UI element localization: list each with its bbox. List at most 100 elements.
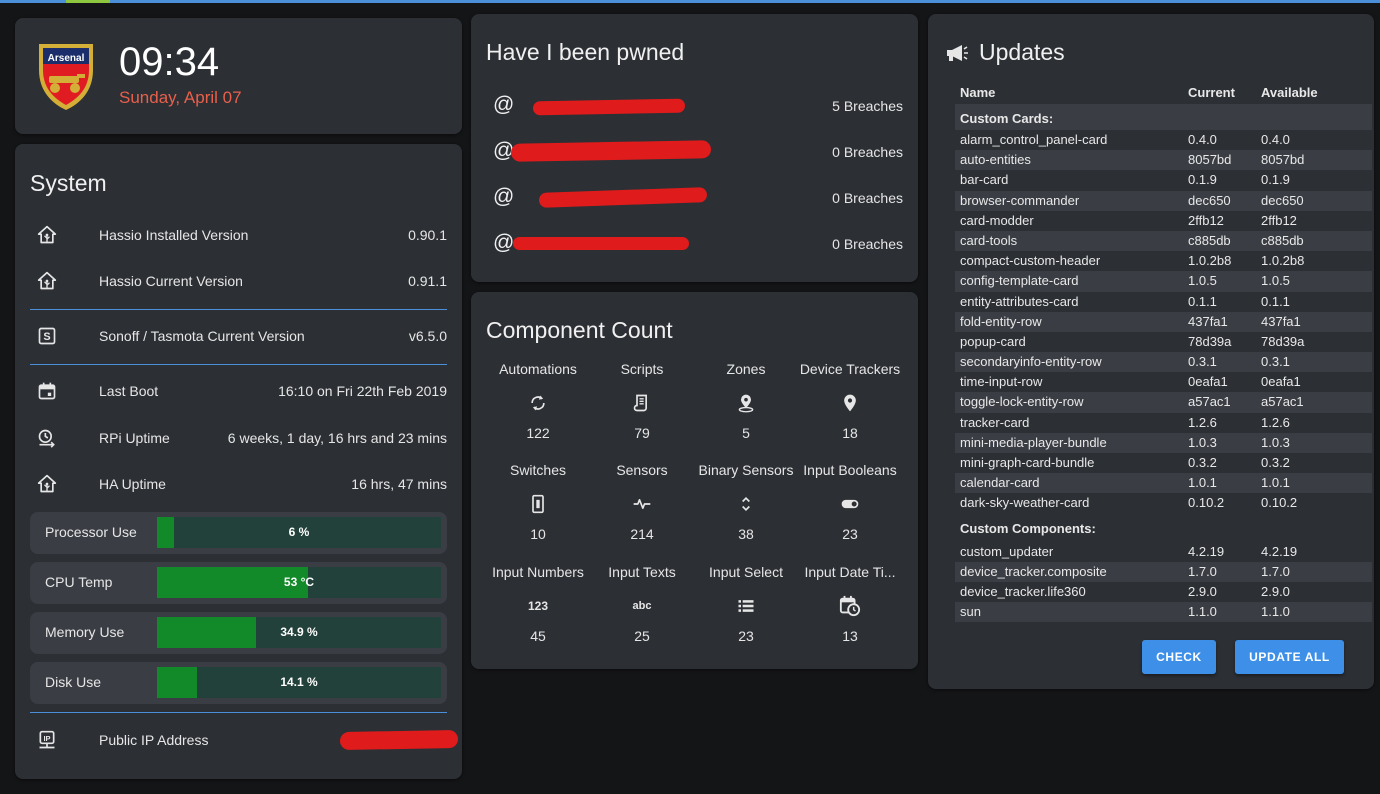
system-row-last-boot[interactable]: Last Boot 16:10 on Fri 22th Feb 2019 bbox=[30, 371, 447, 411]
bar-label: Disk Use bbox=[45, 674, 102, 690]
table-row: mini-graph-card-bundle 0.3.2 0.3.2 bbox=[955, 453, 1372, 473]
home-assistant-icon bbox=[30, 269, 68, 293]
bar-label: Processor Use bbox=[45, 524, 137, 540]
component-count: 23 bbox=[738, 628, 754, 644]
pulse-icon bbox=[590, 482, 694, 526]
component-name: Switches bbox=[509, 462, 567, 478]
cell-current: 0.3.1 bbox=[1188, 354, 1217, 370]
disk-use-bar[interactable]: Disk Use 14.1 % bbox=[30, 662, 447, 704]
pwned-breach-count: 0 Breaches bbox=[832, 190, 903, 206]
system-row-label: RPi Uptime bbox=[99, 430, 170, 446]
table-header: Name Current Available bbox=[955, 82, 1372, 104]
pwned-breach-count: 5 Breaches bbox=[832, 98, 903, 114]
header-available: Available bbox=[1261, 85, 1318, 100]
processor-use-bar[interactable]: Processor Use 6 % bbox=[30, 512, 447, 554]
memory-use-bar[interactable]: Memory Use 34.9 % bbox=[30, 612, 447, 654]
cell-name: sun bbox=[960, 604, 981, 620]
component-count: 5 bbox=[742, 425, 750, 441]
bar-value: 34.9 % bbox=[280, 625, 318, 639]
table-row: secondaryinfo-entity-row 0.3.1 0.3.1 bbox=[955, 352, 1372, 373]
top-accent-bar bbox=[0, 0, 1380, 3]
cell-current: a57ac1 bbox=[1188, 394, 1231, 410]
home-assistant-icon bbox=[30, 223, 68, 247]
table-row: fold-entity-row 437fa1 437fa1 bbox=[955, 311, 1372, 332]
cell-current: 0.10.2 bbox=[1188, 495, 1225, 511]
component-input-booleans[interactable]: Input Booleans 23 bbox=[798, 462, 902, 546]
system-row-value: 6 weeks, 1 day, 16 hrs and 23 mins bbox=[227, 430, 447, 446]
arsenal-crest-icon: Arsenal bbox=[35, 40, 97, 112]
updates-table: Name Current Available Custom Cards: ala… bbox=[955, 82, 1372, 623]
cell-name: entity-attributes-card bbox=[960, 293, 1079, 309]
check-button[interactable]: CHECK bbox=[1142, 640, 1216, 674]
component-input-numbers[interactable]: Input Numbers 123 45 bbox=[486, 564, 590, 648]
cell-current: 0.4.0 bbox=[1188, 132, 1217, 147]
cell-available: 0.3.2 bbox=[1261, 455, 1290, 470]
component-input-texts[interactable]: Input Texts abc 25 bbox=[590, 564, 694, 648]
updates-header: Updates bbox=[945, 39, 1065, 66]
cell-available: 437fa1 bbox=[1261, 313, 1301, 329]
system-title: System bbox=[30, 170, 107, 196]
component-scripts[interactable]: Scripts 79 bbox=[590, 361, 694, 445]
system-row-ha-uptime[interactable]: HA Uptime 16 hrs, 47 mins bbox=[30, 464, 447, 504]
calendar-clock-icon bbox=[798, 584, 902, 628]
cell-available: 2.9.0 bbox=[1261, 583, 1290, 599]
redaction-mark bbox=[532, 98, 686, 116]
pwned-row[interactable]: @ 0 Breaches bbox=[493, 183, 903, 213]
component-device-trackers[interactable]: Device Trackers 18 bbox=[798, 361, 902, 445]
component-name: Device Trackers bbox=[799, 361, 901, 377]
at-sign-icon: @ bbox=[493, 231, 515, 254]
cell-current: 437fa1 bbox=[1188, 313, 1228, 329]
cell-name: auto-entities bbox=[960, 152, 1031, 168]
cell-current: 1.0.2b8 bbox=[1188, 253, 1232, 269]
system-row-value: 16 hrs, 47 mins bbox=[351, 476, 447, 492]
clock-date: Sunday, April 07 bbox=[119, 88, 242, 107]
map-marker-radius-icon bbox=[694, 381, 798, 425]
system-row-sonoff[interactable]: S Sonoff / Tasmota Current Version v6.5.… bbox=[30, 316, 447, 356]
cell-available: dec650 bbox=[1261, 192, 1304, 208]
component-name: Zones bbox=[726, 361, 766, 377]
cell-current: 8057bd bbox=[1188, 152, 1232, 168]
component-input-date-time[interactable]: Input Date Ti... 13 bbox=[798, 564, 902, 648]
toggle-icon bbox=[798, 482, 902, 526]
cell-name: custom_updater bbox=[960, 543, 1054, 559]
component-name: Scripts bbox=[620, 361, 664, 377]
cell-name: time-input-row bbox=[960, 374, 1043, 390]
cell-available: 1.0.5 bbox=[1261, 273, 1290, 289]
cell-available: 2ffb12 bbox=[1261, 212, 1297, 228]
component-automations[interactable]: Automations 122 bbox=[486, 361, 590, 445]
update-all-button[interactable]: UPDATE ALL bbox=[1235, 640, 1344, 674]
component-binary-sensors[interactable]: Binary Sensors 38 bbox=[694, 462, 798, 546]
system-row-label: Public IP Address bbox=[99, 732, 209, 748]
calendar-icon bbox=[30, 379, 68, 403]
cell-name: tracker-card bbox=[960, 414, 1030, 430]
cell-current: 78d39a bbox=[1188, 333, 1232, 349]
component-input-select[interactable]: Input Select 23 bbox=[694, 564, 798, 648]
component-name: Input Numbers bbox=[492, 564, 584, 580]
cell-current: 0.1.9 bbox=[1188, 172, 1217, 188]
component-zones[interactable]: Zones 5 bbox=[694, 361, 798, 445]
cell-name: device_tracker.composite bbox=[960, 563, 1107, 579]
cpu-temp-bar[interactable]: CPU Temp 53 °C bbox=[30, 562, 447, 604]
bar-fill bbox=[157, 667, 198, 698]
system-row-hassio-current[interactable]: Hassio Current Version 0.91.1 bbox=[30, 261, 447, 301]
at-sign-icon: @ bbox=[493, 93, 515, 116]
bar-track: 53 °C bbox=[157, 567, 441, 598]
sonoff-s-icon: S bbox=[30, 324, 68, 348]
cell-name: dark-sky-weather-card bbox=[960, 495, 1090, 511]
component-count: 45 bbox=[530, 628, 546, 644]
table-row: device_tracker.life360 2.9.0 2.9.0 bbox=[955, 582, 1372, 602]
system-row-public-ip[interactable]: IP Public IP Address bbox=[30, 720, 447, 760]
system-row-hassio-installed[interactable]: Hassio Installed Version 0.90.1 bbox=[30, 215, 447, 255]
bar-track: 6 % bbox=[157, 517, 441, 548]
table-row: dark-sky-weather-card 0.10.2 0.10.2 bbox=[955, 493, 1372, 513]
system-row-rpi-uptime[interactable]: RPi Uptime 6 weeks, 1 day, 16 hrs and 23… bbox=[30, 418, 447, 458]
system-row-label: Last Boot bbox=[99, 383, 159, 399]
clock-timer-icon bbox=[30, 426, 68, 450]
pwned-row[interactable]: @ 0 Breaches bbox=[493, 137, 903, 167]
pwned-row[interactable]: @ 0 Breaches bbox=[493, 229, 903, 259]
cell-name: mini-media-player-bundle bbox=[960, 434, 1107, 450]
pwned-row[interactable]: @ 5 Breaches bbox=[493, 91, 903, 121]
format-list-icon bbox=[694, 584, 798, 628]
component-switches[interactable]: Switches 10 bbox=[486, 462, 590, 546]
component-sensors[interactable]: Sensors 214 bbox=[590, 462, 694, 546]
